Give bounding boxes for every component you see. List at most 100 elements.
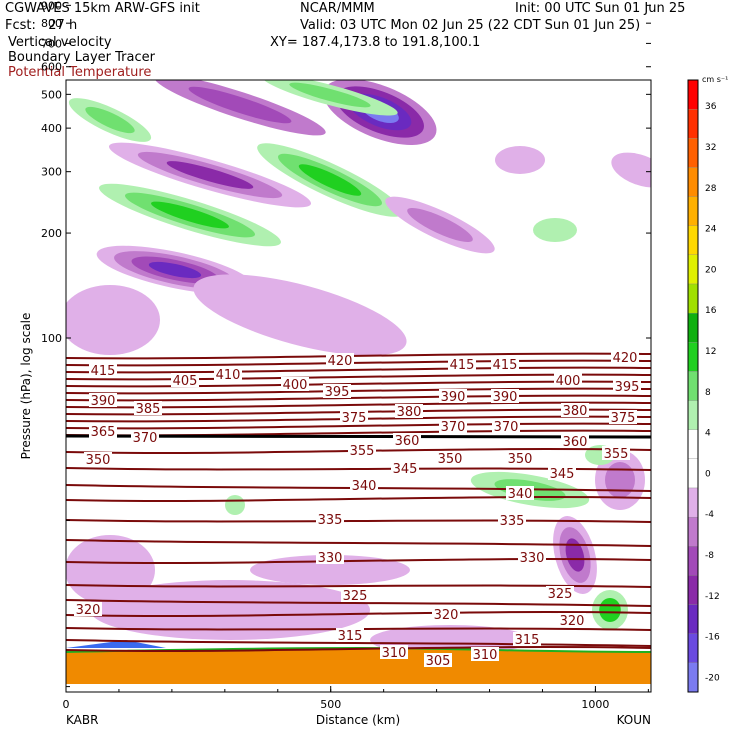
theta-label-bg	[513, 632, 541, 646]
theta-label-bg	[498, 513, 526, 527]
x-tick-label: 500	[320, 698, 341, 711]
theta-contour-label: 365	[91, 425, 116, 440]
theta-label-bg	[609, 410, 637, 424]
theta-label-bg	[518, 550, 546, 564]
theta-label-bg	[613, 379, 641, 393]
theta-contour-label: 315	[515, 633, 540, 648]
colorbar-swatch	[687, 371, 699, 401]
theta-contour-label: 390	[441, 390, 466, 405]
colorbar-label: -12	[705, 592, 720, 602]
colorbar-swatch	[687, 662, 699, 693]
theta-contour-label: 320	[76, 603, 101, 618]
theta-label-bg	[134, 401, 162, 415]
theta-label-bg	[546, 586, 574, 600]
theta-label-bg	[439, 419, 467, 433]
colorbar-swatch	[687, 604, 699, 634]
theta-label-bg	[348, 443, 376, 457]
valid-time: Valid: 03 UTC Mon 02 Jun 25 (22 CDT Sun …	[300, 18, 641, 33]
colorbar-unit: cm s⁻¹	[702, 75, 728, 84]
init-time: Init: 00 UTC Sun 01 Jun 25	[515, 1, 686, 16]
theta-label-bg	[84, 452, 112, 466]
y-tick-label: 800	[41, 17, 62, 30]
theta-label-bg	[341, 588, 369, 602]
colorbar-label: 4	[705, 429, 711, 439]
model-title: CGWAVES 15km ARW-GFS init	[5, 1, 200, 16]
theta-label-bg	[554, 373, 582, 387]
theta-contour-label: 375	[342, 411, 367, 426]
colorbar-swatch	[687, 283, 699, 314]
theta-contour-label: 325	[548, 587, 573, 602]
theta-label-bg	[89, 393, 117, 407]
theta-contour-line	[66, 611, 651, 617]
theta-contour-label: 330	[318, 551, 343, 566]
theta-contour-line	[66, 496, 651, 502]
theta-contour-label: 370	[494, 420, 519, 435]
theta-label-bg	[491, 357, 519, 371]
theta-contour-label: 420	[613, 351, 638, 366]
boundary-layer-tracer-fill	[66, 648, 651, 684]
theta-label-bg	[432, 607, 460, 621]
vertical-velocity-contour	[90, 580, 370, 640]
colorbar-frame	[687, 79, 699, 693]
theta-contour-label: 400	[283, 378, 308, 393]
theta-contour-label: 340	[352, 479, 377, 494]
colorbar-swatch	[687, 79, 699, 110]
colorbar-swatch	[687, 516, 699, 547]
colorbar-swatch	[687, 429, 699, 460]
theta-label-bg	[561, 403, 589, 417]
vertical-velocity-contour	[193, 274, 407, 356]
cross-section-coords: XY= 187.4,173.8 to 191.8,100.1	[270, 35, 481, 50]
org-label: NCAR/MMM	[300, 1, 375, 16]
colorbar-swatch	[687, 138, 699, 168]
theta-contour-label: 335	[500, 514, 525, 529]
y-tick-label: 900	[41, 0, 62, 12]
theta-contour-label: 385	[136, 402, 161, 417]
theta-contour-label: 355	[350, 444, 375, 459]
theta-contour-label: 360	[395, 434, 420, 449]
theta-label-bg	[439, 389, 467, 403]
theta-contour-line	[66, 519, 651, 523]
theta-contour-line	[66, 584, 651, 588]
theta-contour-label: 415	[450, 358, 475, 373]
theta-contour-label: 390	[91, 394, 116, 409]
colorbar-swatch	[687, 342, 699, 372]
field-potential-temperature: Potential Temperature	[8, 65, 152, 80]
theta-label-bg	[326, 353, 354, 367]
theta-contour-label: 350	[508, 452, 533, 467]
theta-label-bg	[506, 486, 534, 500]
theta-label-bg	[316, 550, 344, 564]
theta-contour-label: 325	[343, 589, 368, 604]
theta-contour-label: 380	[397, 405, 422, 420]
colorbar-label: 12	[705, 347, 716, 357]
theta-label-bg	[448, 357, 476, 371]
colorbar-swatch	[687, 108, 699, 139]
theta-contour-label: 310	[382, 646, 407, 661]
x-axis-label: Distance (km)	[316, 713, 400, 727]
vertical-velocity-contour	[148, 261, 202, 279]
colorbar-label: 32	[705, 143, 716, 153]
theta-label-bg	[602, 446, 630, 460]
colorbar-swatch	[687, 546, 699, 576]
colorbar-swatch	[687, 458, 699, 489]
y-tick-label: 200	[41, 227, 62, 240]
colorbar-label: 8	[705, 388, 711, 398]
colorbar-label: 0	[705, 469, 711, 479]
theta-contour-line	[66, 639, 651, 647]
theta-label-bg	[558, 613, 586, 627]
theta-contour-label: 380	[563, 404, 588, 419]
vertical-velocity-contour	[599, 598, 621, 622]
theta-contour-label: 370	[441, 420, 466, 435]
vertical-velocity-contour	[85, 106, 135, 134]
colorbar-swatch	[687, 487, 699, 518]
theta-contour-line	[66, 646, 651, 652]
colorbar-label: -8	[705, 551, 714, 561]
vertical-velocity-contour	[151, 201, 229, 229]
colorbar-label: 20	[705, 265, 717, 275]
vertical-velocity-contour	[166, 161, 254, 189]
x-tick-label: 0	[63, 698, 70, 711]
theta-contour-line	[66, 394, 651, 402]
y-axis-label: Pressure (hPa), log scale	[19, 313, 33, 460]
theta-label-bg	[561, 434, 589, 448]
theta-label-bg	[281, 377, 309, 391]
